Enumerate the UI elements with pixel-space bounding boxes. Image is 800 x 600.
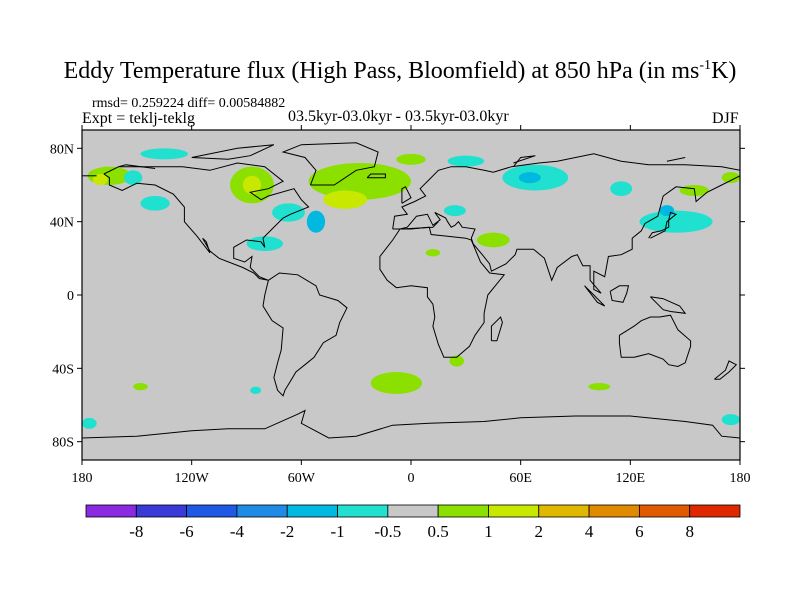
anomaly-region	[92, 174, 108, 185]
coastline	[648, 211, 678, 239]
anomaly-region	[721, 172, 740, 184]
colorbar-label: 8	[685, 522, 694, 541]
anomaly-region	[246, 236, 284, 252]
anomaly-region	[425, 249, 441, 257]
colorbar-swatch	[85, 504, 137, 518]
anomaly-region	[610, 181, 633, 197]
colorbar-swatch	[488, 504, 540, 518]
colorbar-label: -8	[129, 522, 143, 541]
anomaly-region	[370, 372, 422, 394]
coastline	[281, 142, 379, 186]
colorbar-swatch	[186, 504, 238, 518]
lon-tick-label: 180	[72, 471, 93, 486]
colorbar-label: 6	[635, 522, 644, 541]
coastline	[650, 296, 687, 314]
anomaly-region	[140, 196, 170, 211]
anomaly-region	[476, 232, 510, 248]
colorbar-swatch	[236, 504, 288, 518]
anomaly-region	[443, 205, 466, 217]
coastline	[618, 314, 692, 368]
lon-tick-label: 0	[408, 471, 415, 486]
coastline	[82, 409, 740, 439]
anomaly-region	[721, 414, 740, 426]
colorbar-swatch	[437, 504, 489, 518]
anomaly-region	[242, 175, 262, 195]
colorbar-swatch	[387, 504, 439, 518]
anomaly-region	[133, 383, 148, 391]
lat-tick-label: 40N	[50, 216, 74, 231]
colorbar-label: -4	[230, 522, 245, 541]
lat-tick-label: 40S	[52, 362, 74, 377]
season-label: DJF	[712, 110, 739, 127]
coastline	[584, 285, 606, 307]
lon-tick-label: 120W	[175, 471, 210, 486]
colorbar-label: 0.5	[428, 522, 449, 541]
colorbar-swatch	[588, 504, 640, 518]
coastline	[366, 173, 386, 179]
colorbar-label: -6	[180, 522, 194, 541]
colorbar-label: -0.5	[374, 522, 401, 541]
anomaly-region	[447, 155, 485, 167]
coastline	[490, 316, 503, 342]
colorbar-swatch	[286, 504, 338, 518]
anomaly-region	[250, 386, 262, 395]
colorbar-swatch	[638, 504, 691, 518]
coastline	[609, 285, 630, 303]
anomaly-region	[588, 383, 611, 391]
lon-tick-label: 120E	[616, 471, 646, 486]
anomaly-region	[124, 170, 143, 186]
coastline	[191, 144, 275, 160]
anomaly-region	[306, 210, 326, 233]
period-label: 03.5kyr-03.0kyr - 03.5kyr-03.0kyr	[288, 108, 509, 125]
colorbar-label: -1	[330, 522, 344, 541]
coastline	[392, 153, 740, 230]
coastline	[401, 186, 412, 204]
coastline	[379, 226, 506, 358]
coastline	[103, 162, 310, 281]
colorbar-label: 2	[535, 522, 544, 541]
coastline	[513, 155, 536, 168]
figure-title: Eddy Temperature flux (High Pass, Bloomf…	[63, 58, 737, 84]
colorbar-label: -2	[280, 522, 294, 541]
anomaly-region	[396, 153, 426, 165]
colorbar-swatch	[689, 504, 741, 518]
coastline	[666, 157, 686, 162]
colorbar-swatch	[538, 504, 590, 518]
anomaly-region	[659, 205, 675, 217]
anomaly-region	[518, 172, 541, 184]
coastline	[401, 221, 439, 230]
lon-tick-label: 60W	[288, 471, 316, 486]
coastline	[118, 164, 156, 169]
lat-tick-label: 0	[67, 289, 74, 304]
colorbar-swatch	[337, 504, 389, 518]
colorbar-label: 1	[484, 522, 493, 541]
lon-tick-label: 60E	[509, 471, 532, 486]
anomaly-region	[140, 148, 189, 160]
anomaly-region	[82, 417, 97, 429]
lat-tick-label: 80N	[50, 142, 74, 157]
anomaly-region	[449, 355, 465, 367]
anomaly-region	[308, 163, 412, 200]
colorbar-swatch	[135, 504, 188, 518]
anomaly-region	[323, 190, 368, 209]
anomaly-region	[272, 203, 305, 222]
coastline	[262, 272, 348, 397]
stats-label: rmsd= 0.259224 diff= 0.00584882	[92, 96, 286, 111]
experiment-label: Expt = teklj-teklg	[82, 110, 195, 127]
map-background	[82, 130, 740, 460]
lat-tick-label: 80S	[52, 436, 74, 451]
coastline	[714, 360, 738, 380]
colorbar-label: 4	[585, 522, 594, 541]
coastline	[392, 175, 740, 294]
lon-tick-label: 180	[730, 471, 751, 486]
